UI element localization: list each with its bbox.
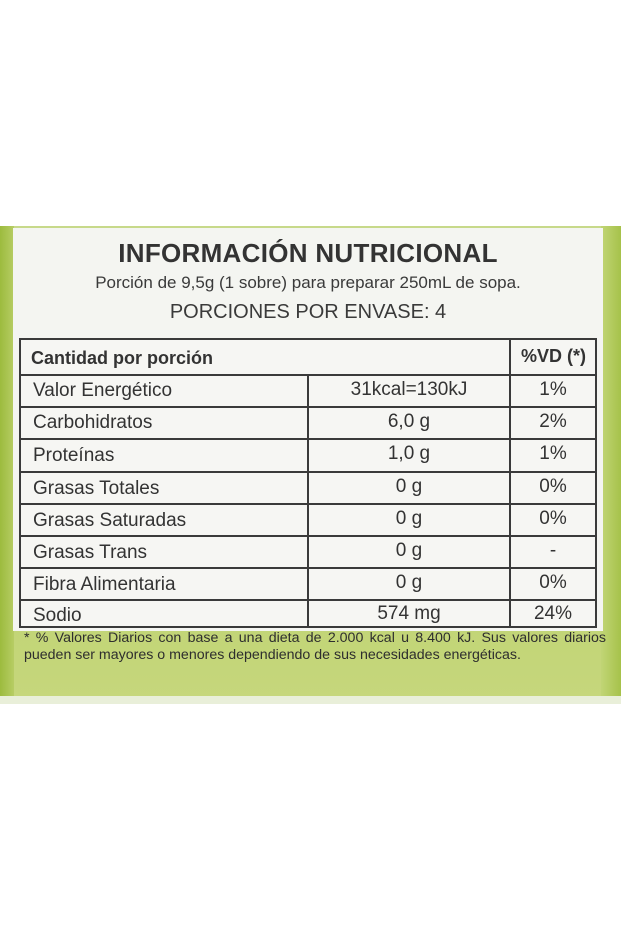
row-name: Grasas Trans [33,542,148,563]
row-dv: 0% [539,572,567,593]
nutrition-label-photo: INFORMACIÓN NUTRICIONAL Porción de 9,5g … [0,226,621,704]
row-divider [21,438,595,440]
row-amount: 0 g [395,476,423,497]
row-name: Sodio [33,605,82,626]
row-dv: - [549,540,557,561]
row-amount: 31kcal=130kJ [350,379,468,400]
nutrition-table: Cantidad por porción %VD (*) Valor Energ… [19,338,597,628]
servings-per-package: PORCIONES POR ENVASE: 4 [169,301,447,323]
row-name: Valor Energético [33,380,173,401]
column-divider-dv [509,340,511,626]
row-divider [21,406,595,408]
row-amount: 1,0 g [387,443,431,464]
row-name: Grasas Saturadas [33,510,187,531]
row-name: Fibra Alimentaria [33,574,176,595]
row-dv: 1% [539,379,567,400]
header-quantity: Cantidad por porción [31,348,213,368]
serving-size: Porción de 9,5g (1 sobre) para preparar … [95,273,521,292]
label-title: INFORMACIÓN NUTRICIONAL [118,238,498,268]
column-divider-amount [307,376,309,626]
row-name: Grasas Totales [33,478,160,499]
row-dv: 2% [539,411,567,432]
row-divider [21,471,595,473]
row-divider [21,535,595,537]
row-divider [21,503,595,505]
row-dv: 1% [539,443,567,464]
header-divider [21,374,595,376]
row-divider [21,567,595,569]
package-bottom-strip [0,696,621,704]
row-name: Carbohidratos [33,412,153,433]
row-amount: 0 g [395,540,423,561]
row-divider [21,599,595,601]
row-amount: 6,0 g [387,411,431,432]
row-dv: 0% [539,508,567,529]
row-amount: 574 mg [377,603,441,624]
row-dv: 0% [539,476,567,497]
row-dv: 24% [533,603,573,624]
package-edge-left [0,226,14,704]
header-dv: %VD (*) [521,346,587,366]
row-amount: 0 g [395,508,423,529]
package-edge-right [601,226,621,704]
nutrition-panel: INFORMACIÓN NUTRICIONAL Porción de 9,5g … [13,228,603,631]
daily-values-footnote: * % Valores Diarios con base a una dieta… [24,630,606,663]
row-amount: 0 g [395,572,423,593]
row-name: Proteínas [33,445,115,466]
